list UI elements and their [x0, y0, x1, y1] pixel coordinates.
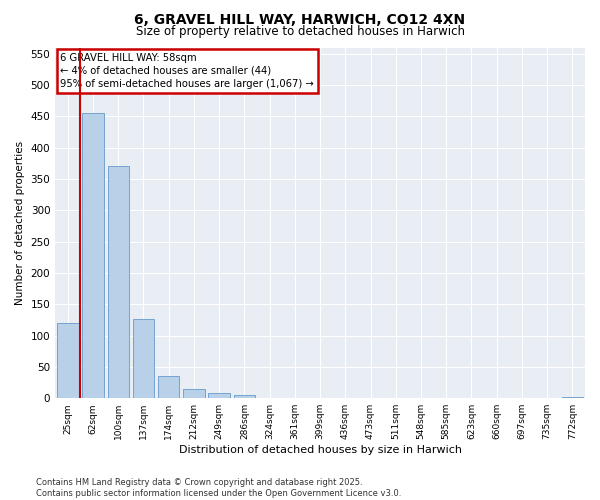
Bar: [57, 323, 79, 398]
Text: Size of property relative to detached houses in Harwich: Size of property relative to detached ho…: [136, 25, 464, 38]
Text: Contains HM Land Registry data © Crown copyright and database right 2025.
Contai: Contains HM Land Registry data © Crown c…: [36, 478, 401, 498]
Bar: [158, 376, 179, 398]
Bar: [107, 166, 129, 398]
Bar: [183, 389, 205, 398]
Y-axis label: Number of detached properties: Number of detached properties: [15, 141, 25, 305]
Bar: [133, 318, 154, 398]
Text: 6, GRAVEL HILL WAY, HARWICH, CO12 4XN: 6, GRAVEL HILL WAY, HARWICH, CO12 4XN: [134, 12, 466, 26]
Bar: [82, 114, 104, 398]
Bar: [562, 397, 583, 398]
X-axis label: Distribution of detached houses by size in Harwich: Distribution of detached houses by size …: [179, 445, 461, 455]
Bar: [208, 393, 230, 398]
Text: 6 GRAVEL HILL WAY: 58sqm
← 4% of detached houses are smaller (44)
95% of semi-de: 6 GRAVEL HILL WAY: 58sqm ← 4% of detache…: [61, 53, 314, 89]
Bar: [233, 395, 255, 398]
